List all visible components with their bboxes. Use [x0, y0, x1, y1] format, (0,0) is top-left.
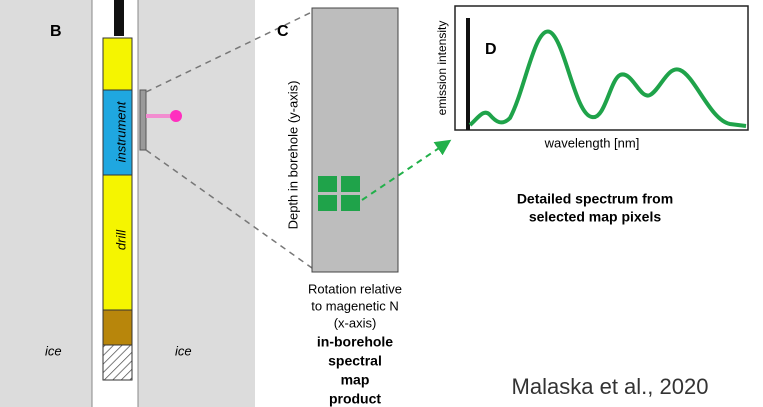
- caption: in-borehole: [317, 334, 393, 350]
- x-axis-label: (x-axis): [334, 315, 377, 330]
- x-axis-label: Rotation relative: [308, 281, 402, 296]
- instrument-label: instrument: [113, 100, 128, 162]
- map-pixel: [341, 176, 360, 192]
- spectrum-curve: [468, 29, 747, 128]
- drill-label: drill: [113, 229, 128, 250]
- cable: [114, 0, 124, 36]
- caption: selected map pixels: [529, 209, 662, 225]
- map-pixel: [341, 195, 360, 211]
- citation: Malaska et al., 2020: [512, 374, 709, 399]
- x-axis-label: to magenetic N: [311, 298, 398, 313]
- y-axis-label: emission intensity: [435, 21, 449, 116]
- panel-label: B: [50, 23, 62, 40]
- y-axis-label: Depth in borehole (y-axis): [285, 81, 300, 230]
- panel-label: C: [277, 23, 289, 40]
- map-pixel: [318, 195, 337, 211]
- probe-spot: [170, 110, 182, 122]
- zoom-line: [145, 149, 313, 269]
- drill-section: [102, 174, 133, 311]
- caption: map: [341, 372, 370, 388]
- caption: spectral: [328, 353, 382, 369]
- spectral-map: [311, 7, 399, 273]
- x-axis-label: wavelength [nm]: [544, 135, 640, 150]
- ice-label: ice: [175, 343, 192, 358]
- drill-base: [102, 309, 133, 346]
- instrument-section: [102, 89, 133, 176]
- zoom-line: [145, 11, 313, 93]
- panel-label: D: [485, 41, 497, 58]
- caption: Detailed spectrum from: [517, 191, 673, 207]
- window: [139, 89, 147, 151]
- drill-top: [102, 37, 133, 91]
- caption: product: [329, 391, 381, 407]
- ice-label: ice: [45, 343, 62, 358]
- map-pixel: [318, 176, 337, 192]
- drill-bit: [102, 344, 133, 381]
